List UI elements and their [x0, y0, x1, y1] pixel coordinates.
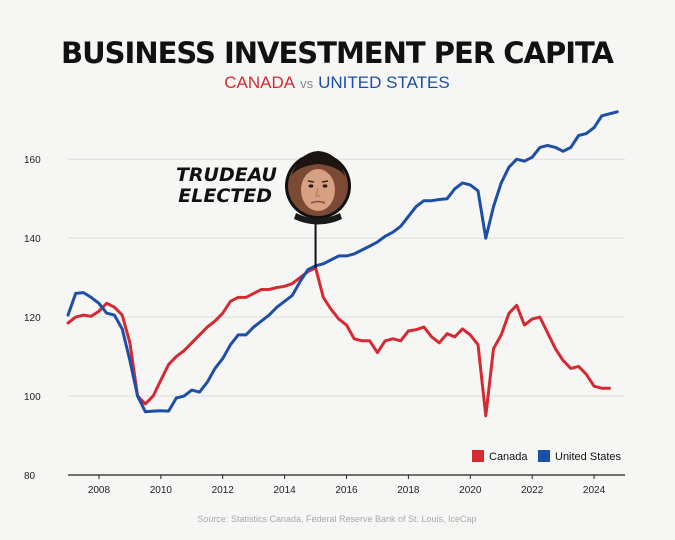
source-note: Source: Statistics Canada, Federal Reser…	[197, 514, 476, 524]
x-tick-label: 2016	[335, 485, 358, 496]
legend-label-canada: Canada	[489, 451, 528, 463]
x-tick-label: 2024	[583, 485, 606, 496]
legend: Canada United States	[472, 450, 622, 463]
portrait-image	[285, 151, 351, 225]
x-axis: 2008 2010 2012 2014 2016 2018 2020 2022 2024	[88, 475, 606, 496]
legend-swatch-united-states	[538, 450, 550, 462]
y-tick-label: 160	[24, 155, 41, 166]
annotation-line-1: TRUDEAU	[176, 164, 278, 186]
y-axis: 80 100 120 140 160	[24, 155, 41, 482]
x-tick-label: 2012	[212, 485, 235, 496]
y-tick-label: 100	[24, 392, 41, 403]
series-line-united-states	[66, 110, 619, 414]
y-tick-label: 80	[24, 471, 36, 482]
x-tick-label: 2020	[459, 485, 482, 496]
chart-title: BUSINESS INVESTMENT PER CAPITA	[61, 36, 615, 70]
legend-swatch-canada	[472, 450, 484, 462]
x-tick-label: 2018	[397, 485, 420, 496]
y-tick-label: 140	[24, 234, 41, 245]
series-line-canada	[66, 266, 611, 418]
y-tick-label: 120	[24, 313, 41, 324]
x-tick-label: 2014	[273, 485, 296, 496]
subtitle-middle: vs	[300, 76, 314, 91]
grid	[68, 158, 625, 397]
series-group	[66, 110, 619, 418]
chart-subtitle: CANADA vs UNITED STATES	[224, 73, 449, 92]
annotation-line-2: ELECTED	[178, 185, 272, 207]
subtitle-right: UNITED STATES	[318, 73, 450, 92]
subtitle-left: CANADA	[224, 73, 296, 92]
legend-label-united-states: United States	[555, 451, 622, 463]
x-tick-label: 2010	[150, 485, 173, 496]
x-tick-label: 2008	[88, 485, 111, 496]
annotation: TRUDEAU ELECTED	[176, 151, 351, 268]
x-tick-label: 2022	[521, 485, 544, 496]
